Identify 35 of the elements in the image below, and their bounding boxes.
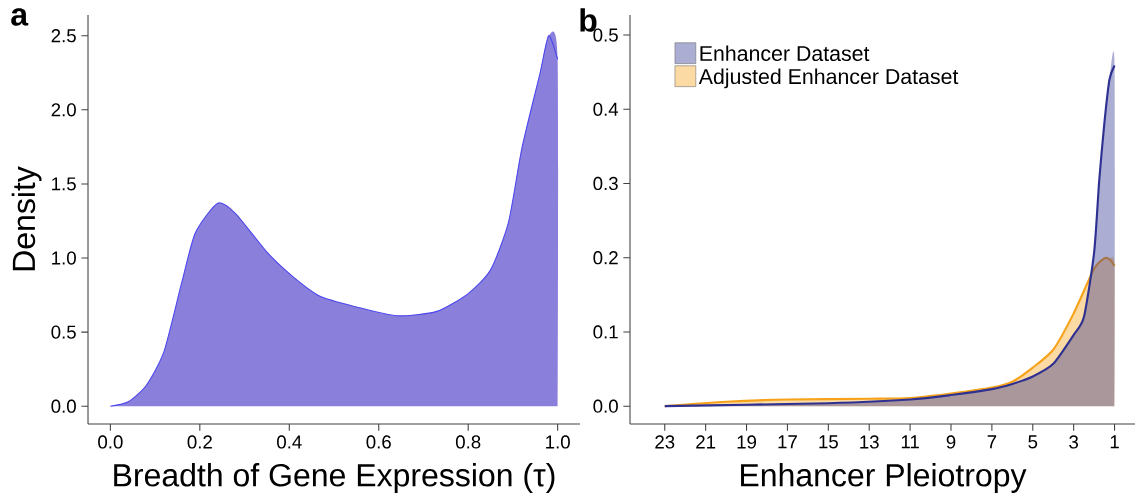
x-tick-label: 13 — [860, 435, 879, 449]
y-axis-title: Density — [11, 166, 42, 271]
y-tick-label: 1.5 — [52, 177, 76, 191]
x-axis-title: Breadth of Gene Expression (τ) — [114, 462, 555, 493]
x-tick-label: 1.0 — [546, 435, 570, 449]
y-tick-label: 2.0 — [51, 103, 76, 117]
y-tick-label: 0.4 — [593, 102, 619, 116]
x-tick-label: 0.8 — [455, 435, 481, 449]
y-tick-label: 0.5 — [51, 325, 76, 339]
x-tick-label: 23 — [655, 435, 675, 449]
x-tick-label: 1 — [1110, 435, 1119, 449]
x-tick-label: 0.2 — [187, 435, 212, 449]
y-tick-label: 2.5 — [51, 28, 76, 43]
x-tick-label: 15 — [819, 435, 838, 449]
x-tick-label: 5 — [1028, 435, 1038, 449]
y-tick-label: 0.1 — [593, 325, 618, 339]
x-tick-label: 9 — [946, 435, 956, 449]
x-tick-label: 3 — [1069, 435, 1079, 449]
y-tick-label: 0.2 — [593, 250, 618, 265]
legend-label: Adjusted Enhancer Dataset — [698, 68, 959, 89]
x-tick-label: 21 — [696, 435, 716, 449]
x-tick-label: 0.6 — [366, 435, 391, 449]
y-tick-label: 0.0 — [51, 399, 76, 413]
x-tick-label: 17 — [778, 435, 797, 449]
y-tick-label: 0.0 — [593, 399, 618, 413]
x-tick-label: 19 — [737, 435, 757, 449]
x-tick-label: 11 — [901, 435, 919, 449]
x-tick-label: 0.0 — [98, 435, 123, 449]
y-tick-label: 1.0 — [52, 251, 76, 265]
x-tick-label: 7 — [987, 435, 997, 449]
x-tick-label: 0.4 — [277, 435, 302, 449]
x-axis-title: Enhancer Pleiotropy — [741, 462, 1027, 493]
chart-title: a — [11, 8, 29, 26]
y-tick-label: 0.3 — [593, 176, 618, 190]
legend-label: Enhancer Dataset — [700, 45, 870, 61]
